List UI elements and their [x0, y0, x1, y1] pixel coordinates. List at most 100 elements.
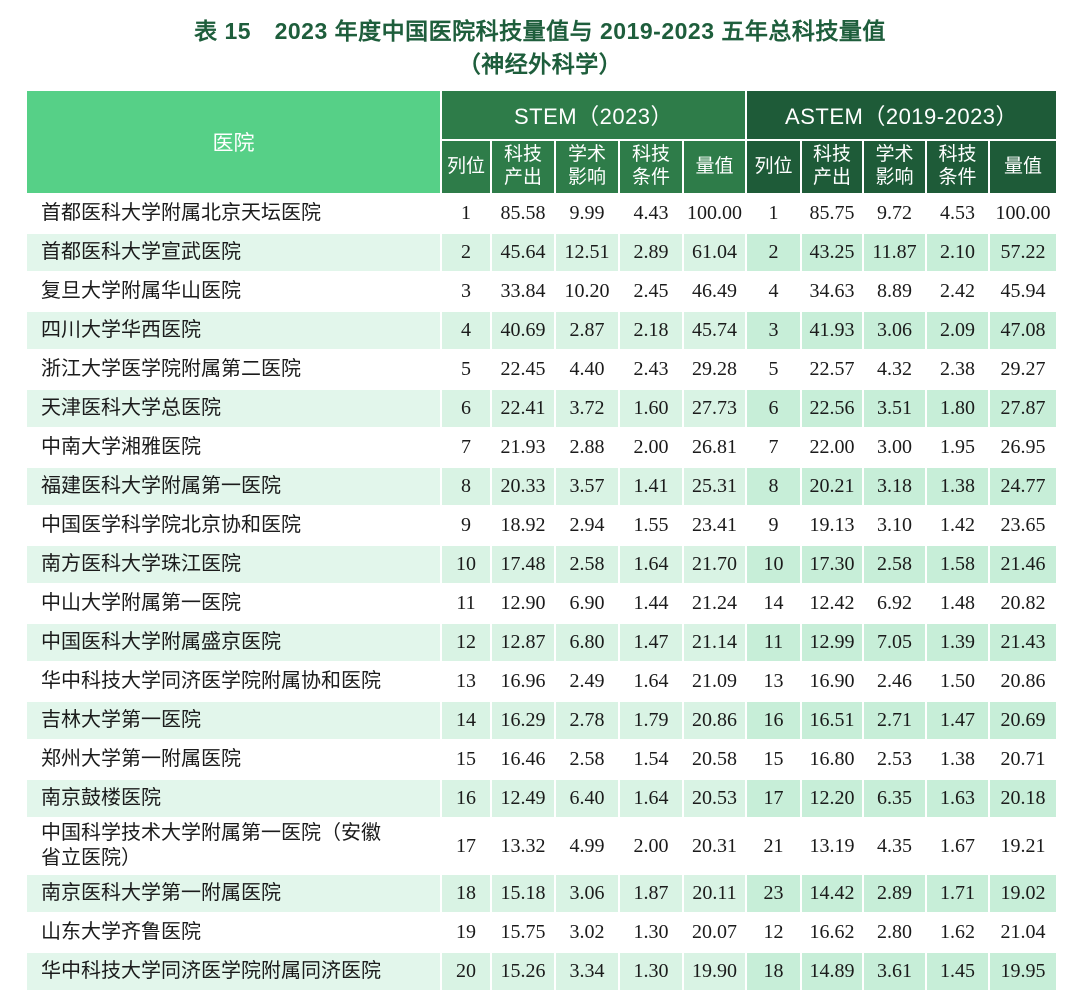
astem-value-cell: 20.82	[988, 583, 1059, 624]
astem-output-cell: 22.00	[800, 427, 865, 468]
astem-condition-cell: 1.39	[925, 622, 991, 663]
astem-rank-cell: 13	[745, 661, 803, 702]
astem-output-cell: 43.25	[800, 232, 865, 273]
astem-impact-cell: 3.06	[862, 310, 928, 351]
stem-subheader-impact: 学术 影响	[554, 139, 620, 195]
stem-subheader-condition: 科技 条件	[618, 139, 684, 195]
stem-impact-cell: 6.90	[554, 583, 620, 624]
astem-impact-cell: 2.58	[862, 544, 928, 585]
astem-output-cell: 41.93	[800, 310, 865, 351]
stem-condition-cell: 1.44	[618, 583, 684, 624]
stem-value-cell: 21.70	[681, 544, 748, 585]
stem-rank-cell: 9	[440, 505, 492, 546]
astem-rank-cell: 11	[745, 622, 803, 663]
astem-value-cell: 29.27	[988, 349, 1059, 390]
hospital-name-cell: 中国医学科学院北京协和医院	[25, 505, 442, 546]
table-row: 南京医科大学第一附属医院 18 15.18 3.06 1.87 20.11 23 14.42 2…	[25, 873, 1059, 914]
title-line1: 表 15 2023 年度中国医院科技量值与 2019-2023 五年总科技量值	[194, 18, 886, 44]
astem-output-cell: 19.13	[800, 505, 865, 546]
astem-output-cell: 14.42	[800, 873, 865, 914]
table-row: 中国医科大学附属盛京医院 12 12.87 6.80 1.47 21.14 11 12.99 7…	[25, 622, 1059, 663]
astem-condition-cell: 1.45	[925, 951, 991, 992]
astem-condition-cell: 2.10	[925, 232, 991, 273]
stem-impact-cell: 2.94	[554, 505, 620, 546]
hospital-name-cell: 四川大学华西医院	[25, 310, 442, 351]
stem-output-cell: 13.32	[490, 817, 556, 875]
astem-value-cell: 27.87	[988, 388, 1059, 429]
astem-impact-cell: 9.72	[862, 193, 928, 234]
stem-impact-cell: 4.40	[554, 349, 620, 390]
hospital-name-cell: 南京医科大学第一附属医院	[25, 873, 442, 914]
astem-value-cell: 57.22	[988, 232, 1059, 273]
stem-output-cell: 22.45	[490, 349, 556, 390]
astem-rank-cell: 12	[745, 912, 803, 953]
astem-impact-cell: 2.89	[862, 873, 928, 914]
stem-impact-cell: 12.51	[554, 232, 620, 273]
astem-rank-cell: 23	[745, 873, 803, 914]
hospital-name-cell: 首都医科大学宣武医院	[25, 232, 442, 273]
astem-impact-cell: 3.18	[862, 466, 928, 507]
stem-rank-cell: 5	[440, 349, 492, 390]
astem-impact-cell: 2.71	[862, 700, 928, 741]
stem-impact-cell: 3.06	[554, 873, 620, 914]
astem-output-cell: 16.51	[800, 700, 865, 741]
astem-impact-cell: 3.61	[862, 951, 928, 992]
stem-impact-cell: 6.80	[554, 622, 620, 663]
astem-condition-cell: 1.38	[925, 739, 991, 780]
astem-subheader-value: 量值	[988, 139, 1059, 195]
astem-value-cell: 20.71	[988, 739, 1059, 780]
stem-condition-cell: 2.18	[618, 310, 684, 351]
stem-rank-cell: 18	[440, 873, 492, 914]
table-row: 四川大学华西医院 4 40.69 2.87 2.18 45.74 3 41.93 3.06 2.0…	[25, 310, 1059, 351]
stem-condition-cell: 1.60	[618, 388, 684, 429]
stem-condition-cell: 1.54	[618, 739, 684, 780]
table-row: 华中科技大学同济医学院附属协和医院 13 16.96 2.49 1.64 21.09 13 1…	[25, 661, 1059, 702]
astem-output-cell: 12.99	[800, 622, 865, 663]
astem-rank-cell: 7	[745, 427, 803, 468]
stem-value-cell: 27.73	[681, 388, 748, 429]
astem-output-cell: 22.57	[800, 349, 865, 390]
stem-subheader-rank: 列位	[440, 139, 492, 195]
stem-rank-cell: 14	[440, 700, 492, 741]
stem-impact-cell: 10.20	[554, 271, 620, 312]
astem-value-cell: 45.94	[988, 271, 1059, 312]
hospital-name-cell: 复旦大学附属华山医院	[25, 271, 442, 312]
stem-output-cell: 33.84	[490, 271, 556, 312]
stem-rank-cell: 16	[440, 778, 492, 819]
astem-impact-cell: 3.51	[862, 388, 928, 429]
stem-condition-cell: 2.00	[618, 427, 684, 468]
stem-rank-cell: 7	[440, 427, 492, 468]
stem-output-cell: 20.33	[490, 466, 556, 507]
astem-condition-cell: 1.63	[925, 778, 991, 819]
stem-rank-cell: 19	[440, 912, 492, 953]
astem-value-cell: 19.95	[988, 951, 1059, 992]
table-row: 中南大学湘雅医院 7 21.93 2.88 2.00 26.81 7 22.00 3.00 1.9…	[25, 427, 1059, 468]
stem-value-cell: 21.14	[681, 622, 748, 663]
astem-value-cell: 20.86	[988, 661, 1059, 702]
hospital-name-cell: 浙江大学医学院附属第二医院	[25, 349, 442, 390]
astem-condition-cell: 2.38	[925, 349, 991, 390]
stem-output-cell: 12.49	[490, 778, 556, 819]
stem-condition-cell: 1.79	[618, 700, 684, 741]
stem-output-cell: 85.58	[490, 193, 556, 234]
stem-impact-cell: 6.40	[554, 778, 620, 819]
astem-condition-cell: 1.38	[925, 466, 991, 507]
astem-impact-cell: 7.05	[862, 622, 928, 663]
stem-output-cell: 17.48	[490, 544, 556, 585]
stem-value-cell: 20.53	[681, 778, 748, 819]
astem-condition-cell: 1.47	[925, 700, 991, 741]
stem-condition-cell: 4.43	[618, 193, 684, 234]
stem-condition-cell: 2.00	[618, 817, 684, 875]
stem-condition-cell: 1.41	[618, 466, 684, 507]
stem-value-cell: 20.07	[681, 912, 748, 953]
astem-impact-cell: 6.35	[862, 778, 928, 819]
stem-condition-cell: 1.55	[618, 505, 684, 546]
stem-condition-cell: 2.45	[618, 271, 684, 312]
hospital-name-cell: 天津医科大学总医院	[25, 388, 442, 429]
stem-output-cell: 15.75	[490, 912, 556, 953]
hospital-name-cell: 中国科学技术大学附属第一医院（安徽省立医院）	[25, 817, 442, 875]
astem-rank-cell: 15	[745, 739, 803, 780]
astem-value-cell: 20.18	[988, 778, 1059, 819]
stem-value-cell: 20.58	[681, 739, 748, 780]
